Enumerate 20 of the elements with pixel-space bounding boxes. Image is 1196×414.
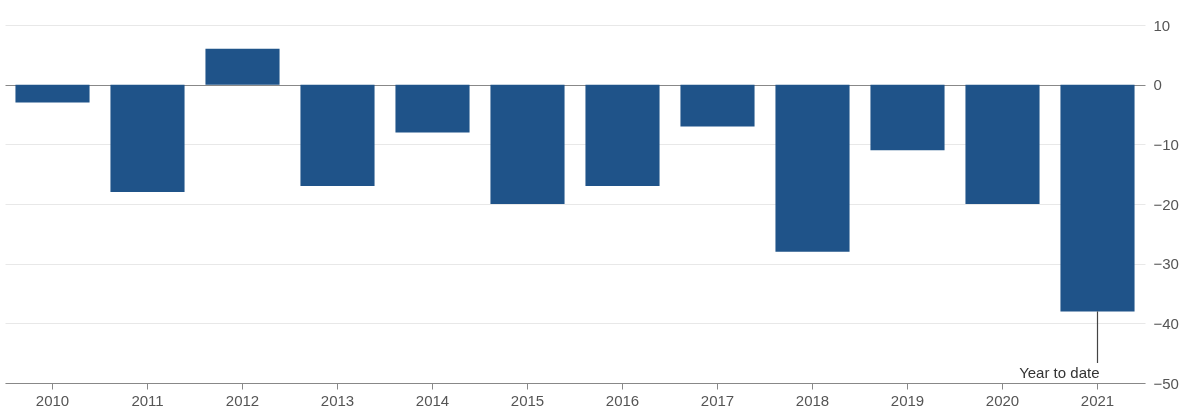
y-tick-label: −30 [1153,255,1179,273]
y-tick-label: −40 [1153,314,1179,332]
y-tick-label: 0 [1153,76,1162,94]
x-tick-label: 2018 [795,391,830,409]
x-tick-label: 2014 [415,391,450,409]
x-tick-label: 2020 [985,391,1020,409]
y-tick-label: 10 [1153,16,1171,34]
y-tick-label: −10 [1153,135,1179,153]
x-tick-label: 2021 [1080,391,1115,409]
y-tick-label: −50 [1153,374,1179,392]
x-tick-label: 2016 [605,391,640,409]
x-tick-label: 2011 [131,391,164,409]
x-tick-label: 2012 [225,391,260,409]
x-tick-label: 2017 [700,391,735,409]
annotation: Year to date [1019,364,1100,382]
x-tick-label: 2013 [320,391,355,409]
x-tick-label: 2010 [35,391,70,409]
x-tick-label: 2019 [890,391,925,409]
x-tick-label: 2015 [510,391,545,409]
y-tick-label: −20 [1153,195,1179,213]
